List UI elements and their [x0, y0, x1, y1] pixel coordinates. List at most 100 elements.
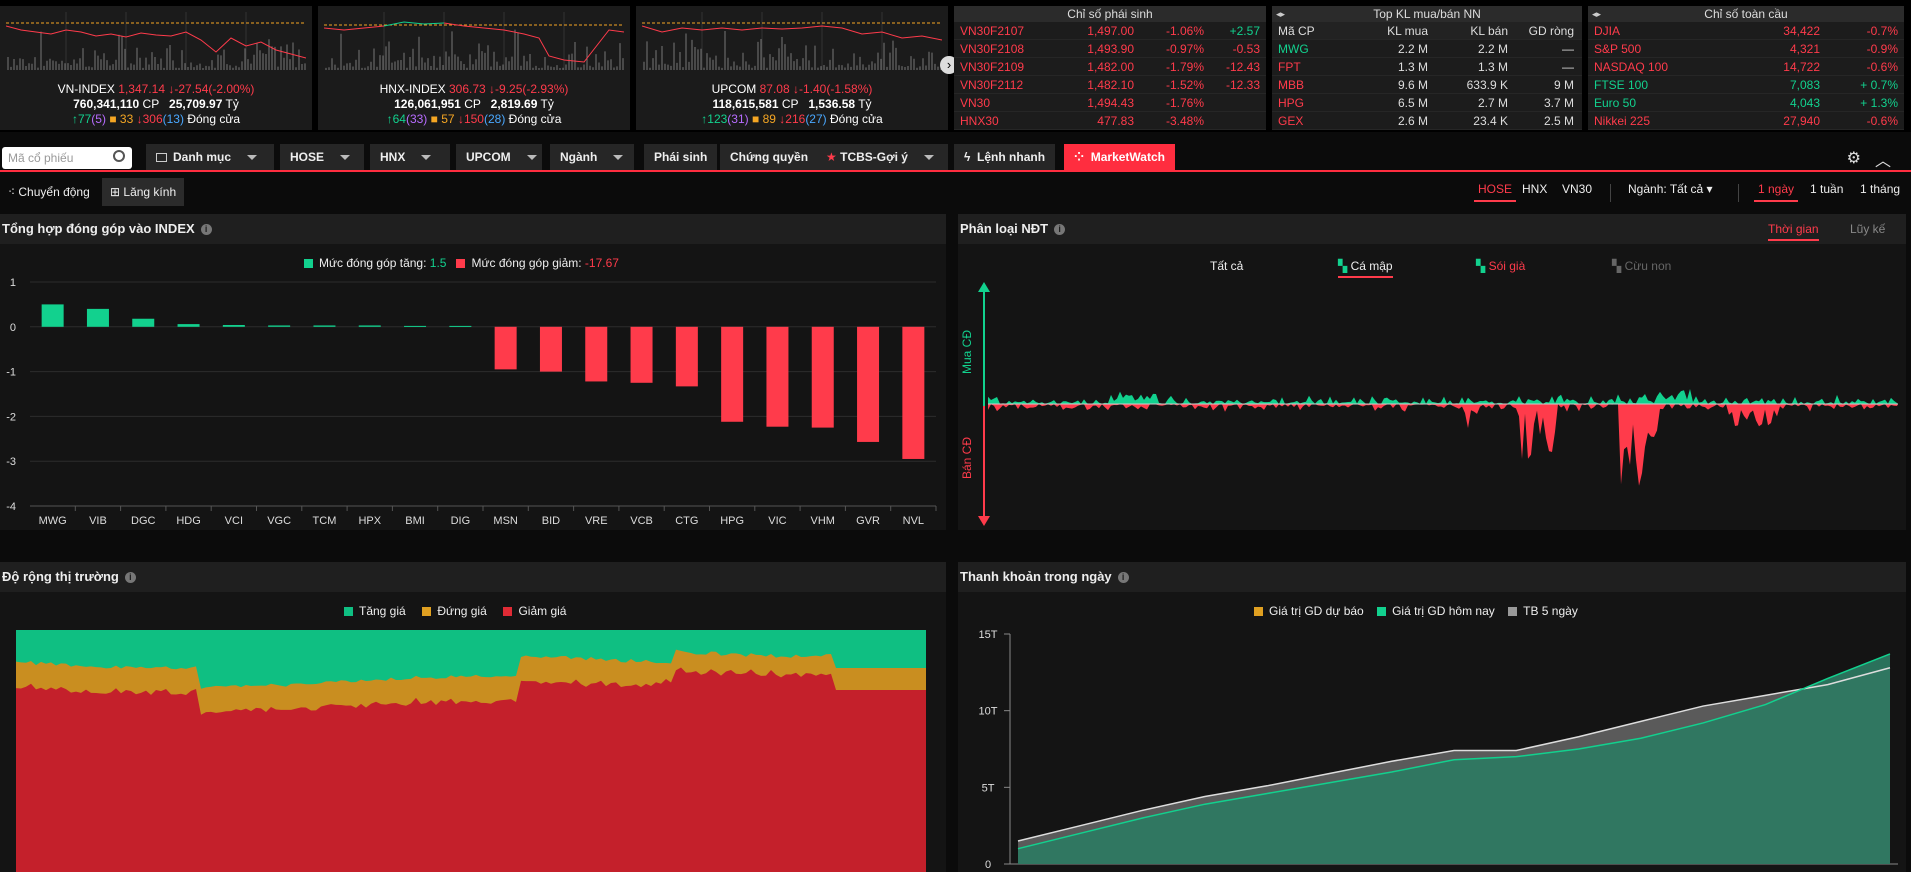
derivative-row[interactable]: VN30F2108 1,493.90 -0.97% -0.53 [954, 40, 1266, 58]
y-tick-label: 15T [979, 629, 998, 641]
foreign-row[interactable]: FPT 1.3 M 1.3 M — [1272, 58, 1582, 76]
derivative-basis [1204, 94, 1260, 111]
collapse-icon[interactable]: ︿ [1874, 153, 1891, 170]
contribution-bar[interactable] [222, 325, 245, 327]
foreign-row[interactable]: HPG 6.5 M 2.7 M 3.7 M [1272, 94, 1582, 112]
nav-chung-quyen[interactable]: Chứng quyền [720, 144, 819, 170]
global-index-row[interactable]: NASDAQ 100 14,722 -0.6% [1588, 58, 1904, 76]
index-turnover: 2,819.69 [490, 97, 538, 111]
next-index-arrow-icon[interactable]: › [940, 56, 958, 74]
filter-tat-ca[interactable]: Tất cả [1210, 259, 1244, 273]
contribution-bar[interactable] [857, 326, 880, 442]
contribution-bar[interactable] [539, 326, 562, 372]
global-index-name: DJIA [1594, 24, 1621, 38]
nav-tcbs-goi-y[interactable]: ★ TCBS-Gợi ý [816, 144, 948, 170]
exchange-hnx[interactable]: HNX [1522, 182, 1548, 196]
mode-chuyen-dong[interactable]: ⁖ Chuyển động [0, 178, 98, 206]
derivative-price: 477.83 [1097, 114, 1134, 128]
chevron-down-icon [613, 155, 624, 161]
contribution-bar[interactable] [630, 326, 653, 383]
marketwatch-icon: ⁘ [1074, 150, 1085, 164]
contribution-bar[interactable] [132, 318, 155, 327]
period-1-tuan[interactable]: 1 tuần [1810, 182, 1844, 196]
contribution-bar[interactable] [404, 325, 427, 327]
nav-label: UPCOM [466, 150, 511, 164]
global-index-row[interactable]: S&P 500 4,321 -0.9% [1588, 40, 1904, 58]
derivative-pct: -1.52% [1165, 78, 1204, 92]
contribution-bar[interactable] [721, 326, 744, 422]
derivative-row[interactable]: VN30F2109 1,482.00 -1.79% -12.43 [954, 58, 1266, 76]
exchange-hose[interactable]: HOSE [1474, 182, 1517, 202]
foreign-row[interactable]: MBB 9.6 M 633.9 K 9 M [1272, 76, 1582, 94]
nav-lenh-nhanh[interactable]: ϟ Lệnh nhanh [954, 144, 1056, 170]
contribution-bar[interactable] [675, 326, 698, 387]
derivative-row[interactable]: HNX30 477.83 -3.48% [954, 112, 1266, 130]
contribution-bar[interactable] [811, 326, 834, 428]
contribution-bar[interactable] [449, 325, 472, 327]
exchange-vn30[interactable]: VN30 [1562, 182, 1593, 196]
nav-hnx[interactable]: HNX [370, 144, 450, 170]
contribution-bar[interactable] [358, 325, 381, 327]
contribution-bar[interactable] [177, 324, 200, 327]
gear-icon[interactable]: ⚙ [1846, 150, 1861, 167]
contribution-bar[interactable] [494, 326, 517, 370]
derivative-code: HNX30 [960, 114, 999, 128]
info-icon[interactable]: i [1054, 224, 1066, 236]
contribution-bar[interactable] [313, 325, 336, 327]
nav-hose[interactable]: HOSE [280, 144, 364, 170]
sector-select[interactable]: Ngành: Tất cả ▾ [1624, 182, 1717, 200]
col-code: Mã CP [1278, 24, 1315, 38]
info-icon[interactable]: i [200, 224, 212, 236]
nav-label: Danh mục [173, 150, 232, 164]
swap-arrows-icon[interactable]: ◂▸ [1592, 9, 1602, 19]
today-line [1017, 653, 1891, 850]
market-status: Đóng cửa [187, 112, 241, 126]
search-icon[interactable] [113, 150, 125, 162]
global-index-row[interactable]: FTSE 100 7,083 + 0.7% [1588, 76, 1904, 94]
contribution-bar[interactable] [766, 326, 789, 427]
legend-label: Giá trị GD dự báo [1269, 604, 1364, 618]
global-index-row[interactable]: Euro 50 4,043 + 1.3% [1588, 94, 1904, 112]
period-1-thang[interactable]: 1 tháng [1860, 182, 1901, 196]
contribution-bar[interactable] [585, 326, 608, 382]
contribution-bar[interactable] [268, 325, 291, 327]
derivatives-table: Chỉ số phái sinh VN30F2107 1,497.00 -1.06%… [954, 6, 1266, 130]
nav-upcom[interactable]: UPCOM [456, 144, 542, 170]
global-index-row[interactable]: Nikkei 225 27,940 -0.6% [1588, 112, 1904, 130]
index-card-hnxindex[interactable]: HNX-INDEX 306.73 ↓-9.25(-2.93%) 126,061,… [318, 6, 630, 130]
derivative-row[interactable]: VN30 1,494.43 -1.76% [954, 94, 1266, 112]
swap-arrows-icon[interactable]: ◂▸ [1276, 9, 1286, 19]
nav-marketwatch[interactable]: ⁘ MarketWatch [1064, 144, 1175, 170]
global-index-row[interactable]: DJIA 34,422 -0.7% [1588, 22, 1904, 40]
foreign-header-row: Mã CP KL mua KL bán GD ròng [1272, 22, 1582, 40]
derivative-row[interactable]: VN30F2107 1,497.00 -1.06% +2.57 [954, 22, 1266, 40]
tab-luy-ke[interactable]: Lũy kế [1850, 222, 1886, 236]
index-turnover: 25,709.97 [169, 97, 223, 111]
liquidity-line-chart: 15T 10T 5T 0 [979, 629, 1898, 871]
breadth-legend: Tăng giá Đứng giá Giảm giá [344, 604, 566, 618]
shark-icon: ▚ [1338, 259, 1348, 273]
search-input[interactable]: Mã cổ phiếu [2, 147, 132, 169]
foreign-title: Top KL mua/bán NN [1373, 7, 1481, 21]
filter-cuu-non[interactable]: ▚ Cừu non [1612, 259, 1671, 273]
global-index-name: S&P 500 [1594, 42, 1642, 56]
foreign-row[interactable]: GEX 2.6 M 23.4 K 2.5 M [1272, 112, 1582, 130]
chevron-down-icon [247, 155, 258, 161]
info-icon[interactable]: i [124, 572, 136, 584]
contribution-bar[interactable] [86, 308, 109, 327]
nav-nganh[interactable]: Ngành [550, 144, 634, 170]
contribution-bar[interactable] [902, 326, 925, 459]
period-1-ngay[interactable]: 1 ngày [1754, 182, 1799, 202]
nav-phai-sinh[interactable]: Phái sinh [644, 144, 718, 170]
filter-ca-map[interactable]: ▚ Cá mập [1338, 259, 1393, 278]
foreign-row[interactable]: MWG 2.2 M 2.2 M — [1272, 40, 1582, 58]
filter-soi-gia[interactable]: ▚ Sói già [1476, 259, 1525, 273]
index-card-upcom[interactable]: UPCOM 87.08 ↓-1.40(-1.58%) 118,615,581 C… [636, 6, 948, 130]
info-icon[interactable]: i [1117, 572, 1129, 584]
tab-thoi-gian[interactable]: Thời gian [1768, 222, 1819, 241]
nav-danh-muc[interactable]: Danh mục [146, 144, 274, 170]
index-card-vnindex[interactable]: VN-INDEX 1,347.14 ↓-27.54(-2.00%) 760,34… [0, 6, 312, 130]
mode-lang-kinh[interactable]: ⊞ Lăng kính [102, 178, 185, 206]
derivative-row[interactable]: VN30F2112 1,482.10 -1.52% -12.33 [954, 76, 1266, 94]
contribution-bar[interactable] [41, 304, 64, 327]
